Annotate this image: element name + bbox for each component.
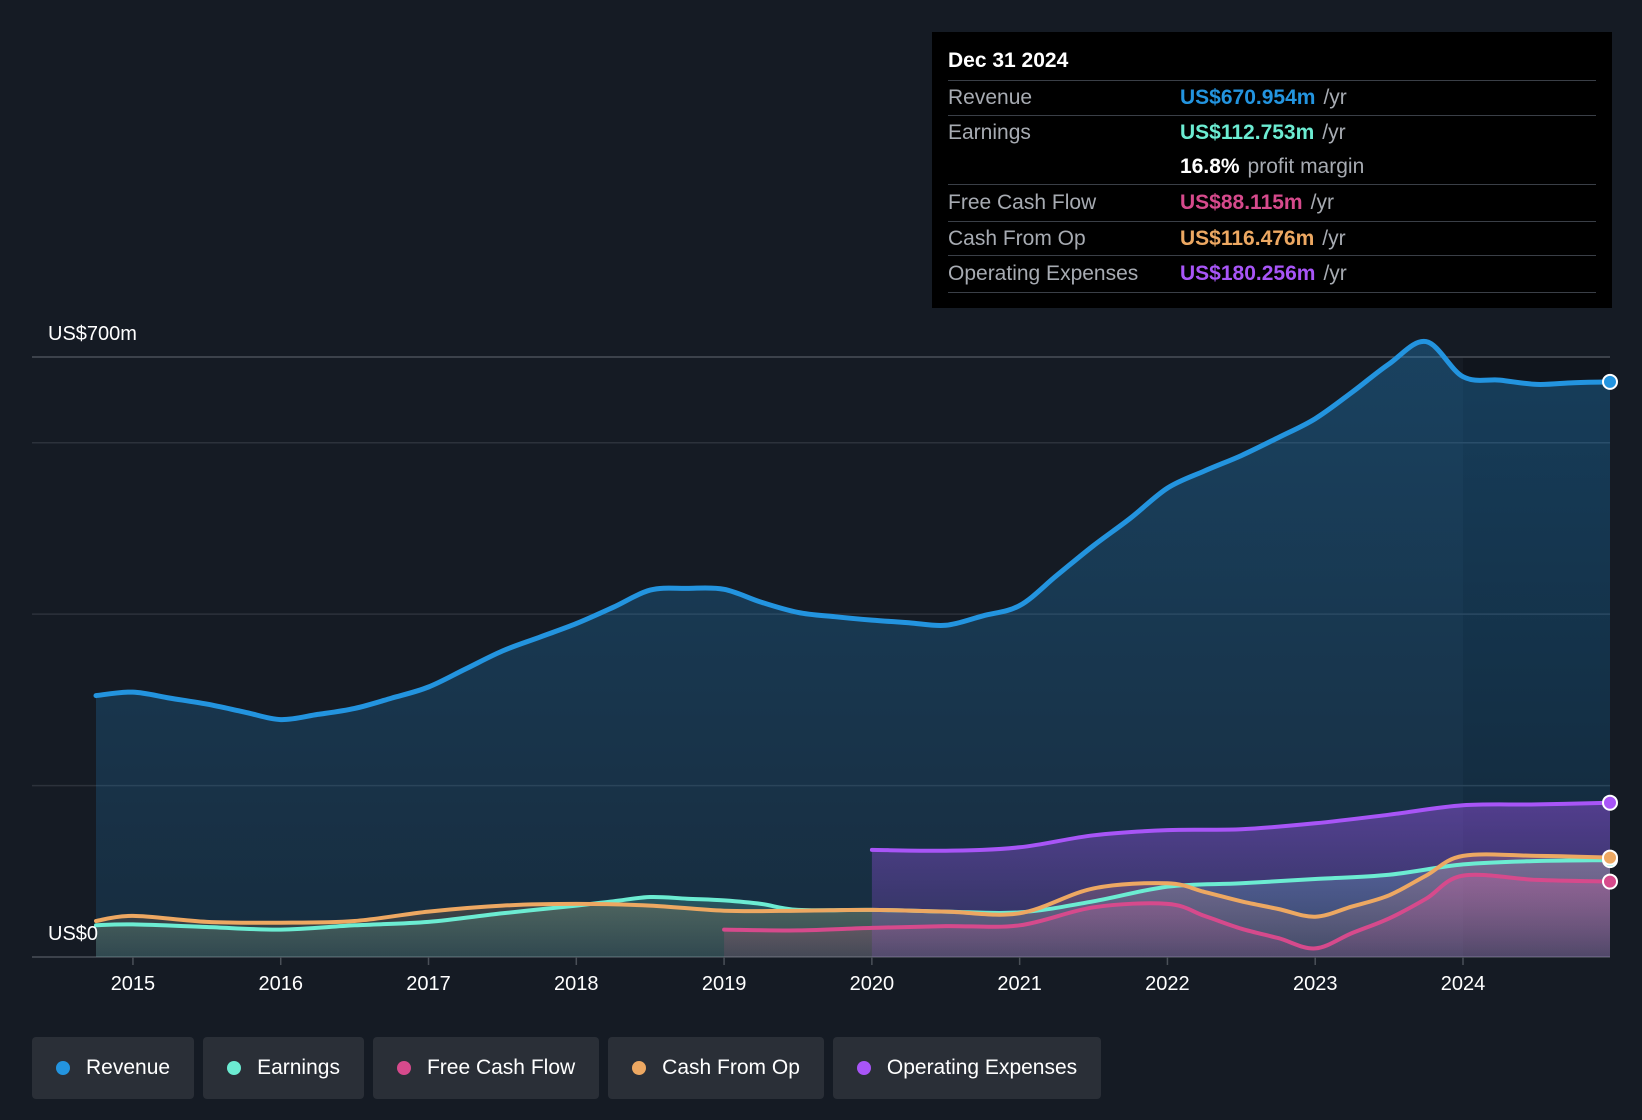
tooltip-value: US$112.753m bbox=[1180, 121, 1315, 144]
line-operating-expenses bbox=[869, 800, 1612, 853]
series-areas bbox=[96, 341, 1610, 957]
legend-label: Cash From Op bbox=[662, 1056, 800, 1079]
x-tick-label: 2023 bbox=[1293, 973, 1338, 995]
end-marker-operating-expenses bbox=[1602, 794, 1618, 811]
legend-dot-icon bbox=[856, 1061, 871, 1075]
tooltip-row-earnings: Earnings US$112.753m /yr bbox=[948, 116, 1596, 150]
legend-label: Revenue bbox=[86, 1056, 171, 1079]
tooltip-row-free-cash-flow: Free Cash Flow US$88.115m /yr bbox=[948, 185, 1596, 222]
legend-item-operating-expenses[interactable]: Operating Expenses bbox=[832, 1037, 1102, 1099]
legend-label: Earnings bbox=[257, 1056, 340, 1079]
x-tick-label: 2018 bbox=[554, 973, 599, 995]
y-axis-bottom-label: US$0 bbox=[48, 923, 98, 945]
legend-item-earnings[interactable]: Earnings bbox=[203, 1037, 364, 1099]
x-tick-label: 2019 bbox=[702, 973, 747, 995]
legend: Revenue Earnings Free Cash Flow Cash Fro… bbox=[32, 1037, 1102, 1099]
area-revenue bbox=[96, 341, 1610, 957]
legend-dot-icon bbox=[396, 1061, 411, 1075]
legend-dot-icon bbox=[227, 1061, 242, 1075]
end-marker-free-cash-flow bbox=[1602, 873, 1618, 890]
tooltip-date: Dec 31 2024 bbox=[948, 46, 1596, 81]
tooltip-unit: profit margin bbox=[1247, 155, 1365, 178]
tooltip-value: US$116.476m bbox=[1180, 226, 1315, 250]
tooltip-value: US$88.115m bbox=[1180, 191, 1303, 214]
line-revenue bbox=[93, 339, 1613, 723]
tooltip-unit: /yr bbox=[1310, 191, 1334, 214]
x-tick-label: 2015 bbox=[111, 973, 156, 995]
legend-dot-icon bbox=[632, 1061, 647, 1075]
legend-item-free-cash-flow[interactable]: Free Cash Flow bbox=[372, 1037, 600, 1099]
legend-item-cash-from-op[interactable]: Cash From Op bbox=[608, 1037, 824, 1099]
tooltip-row-operating-expenses: Operating Expenses US$180.256m /yr bbox=[948, 256, 1596, 293]
tooltip-value: US$180.256m bbox=[1180, 262, 1316, 285]
end-markers bbox=[1602, 373, 1618, 890]
tooltip-row-profit-margin: 16.8% profit margin bbox=[948, 150, 1596, 185]
tooltip-label: Free Cash Flow bbox=[948, 191, 1097, 214]
legend-label: Free Cash Flow bbox=[426, 1056, 576, 1079]
x-tick-label: 2017 bbox=[406, 973, 451, 995]
tooltip-row-cash-from-op: Cash From Op US$116.476m /yr bbox=[948, 222, 1596, 256]
x-tick-label: 2024 bbox=[1441, 973, 1486, 995]
tooltip-row-revenue: Revenue US$670.954m /yr bbox=[948, 81, 1596, 116]
line-cash-from-op bbox=[94, 852, 1612, 925]
tooltip-label: Operating Expenses bbox=[948, 262, 1139, 285]
legend-label: Operating Expenses bbox=[886, 1056, 1078, 1079]
legend-dot-icon bbox=[56, 1061, 70, 1075]
tooltip-value: 16.8% bbox=[1180, 155, 1240, 178]
series-lines bbox=[93, 339, 1613, 951]
legend-item-revenue[interactable]: Revenue bbox=[32, 1037, 195, 1099]
tooltip-unit: /yr bbox=[1322, 226, 1346, 250]
tooltip-label: Revenue bbox=[948, 86, 1033, 109]
end-marker-revenue bbox=[1602, 373, 1618, 390]
data-tooltip: Dec 31 2024 Revenue US$670.954m /yr Earn… bbox=[932, 32, 1612, 308]
x-axis-ticks: 2015 2016 2017 2018 2019 2020 2021 2022 2023 2024 bbox=[111, 957, 1486, 995]
y-axis-top-label: US$700m bbox=[48, 323, 137, 345]
tooltip-value: US$670.954m bbox=[1180, 86, 1316, 109]
end-marker-cash-from-op bbox=[1602, 849, 1618, 866]
tooltip-unit: /yr bbox=[1323, 262, 1347, 285]
tooltip-label: Earnings bbox=[948, 121, 1031, 144]
line-free-cash-flow bbox=[722, 872, 1612, 951]
x-tick-label: 2021 bbox=[997, 973, 1042, 995]
tooltip-unit: /yr bbox=[1322, 121, 1346, 144]
x-tick-label: 2020 bbox=[850, 973, 895, 995]
tooltip-label: Cash From Op bbox=[948, 226, 1086, 250]
line-earnings bbox=[94, 858, 1612, 932]
x-tick-label: 2022 bbox=[1145, 973, 1190, 995]
x-tick-label: 2016 bbox=[258, 973, 303, 995]
tooltip-unit: /yr bbox=[1323, 86, 1347, 109]
